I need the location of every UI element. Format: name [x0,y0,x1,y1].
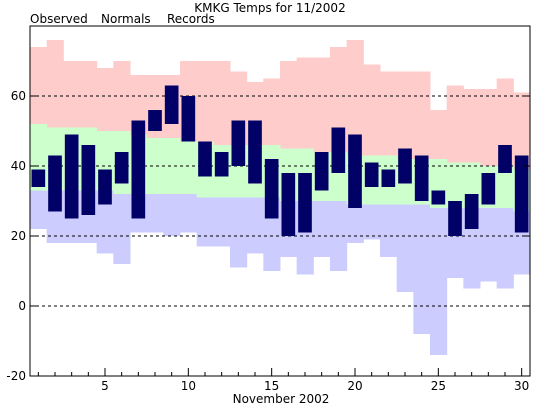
record-high-bar [380,71,398,156]
chart-title: KMKG Temps for 11/2002 [194,1,345,15]
record-low-bar [196,197,214,247]
record-low-bar [96,190,114,254]
record-high-bar [496,78,514,166]
y-tick-label: 0 [18,299,26,313]
observed-bar [131,120,146,219]
observed-bar [114,152,129,184]
observed-bar [414,155,429,201]
normal-bar [446,162,464,208]
record-low-bar [380,204,398,257]
record-high-bar [430,110,448,159]
observed-bar [198,141,212,177]
observed-bar [498,145,512,173]
record-high-bar [346,40,364,156]
observed-bar [31,169,46,187]
record-low-bar [396,204,414,292]
observed-bar [481,173,496,205]
observed-bar [98,169,112,205]
legend-observed: Observed [30,12,88,26]
record-high-bar [296,57,314,149]
record-low-bar [146,194,164,233]
observed-bar [514,155,529,233]
record-low-bar [413,204,431,334]
normal-bar [163,138,181,194]
x-tick-label: 10 [181,379,196,393]
x-tick-label: 15 [264,379,279,393]
record-low-bar [363,204,381,240]
legend-normals: Normals [101,12,151,26]
observed-bar [314,152,329,191]
legend-records: Records [167,12,215,26]
observed-bar [248,120,262,184]
record-low-bar [180,194,198,233]
record-low-bar [346,204,364,243]
y-tick-label: 40 [11,159,26,173]
y-tick-label: 60 [11,89,26,103]
observed-bar [348,134,362,208]
record-high-bar [63,61,81,128]
record-high-bar [446,85,464,163]
record-high-bar [213,61,231,145]
record-high-bar [46,40,64,128]
record-high-bar [513,92,531,170]
observed-bar [364,162,379,187]
plot-frame [29,25,531,377]
record-low-bar [246,197,264,254]
record-low-bar [313,201,331,257]
record-low-bar [213,197,231,247]
record-high-bar [30,47,48,124]
observed-bar [64,134,79,219]
record-high-bar [96,68,114,131]
x-tick-label: 5 [101,379,109,393]
record-high-bar [196,61,214,142]
record-high-bar [363,64,381,156]
normal-bar [180,141,198,194]
record-high-bar [463,89,481,163]
record-low-bar [480,208,498,282]
observed-bar [381,169,396,187]
record-high-bar [130,75,148,135]
record-high-bar [263,78,281,145]
record-low-bar [113,194,131,264]
observed-bar [231,120,246,166]
record-high-bar [396,71,414,159]
observed-bar [48,155,62,212]
y-tick-label: -20 [6,369,26,383]
x-tick-label: 30 [514,379,529,393]
record-low-bar [496,208,514,289]
record-low-bar [30,190,48,229]
observed-bar [281,173,296,236]
x-axis-label: November 2002 [233,392,330,406]
record-high-bar [80,61,98,128]
observed-bar [331,127,346,173]
observed-bar [431,190,446,205]
observed-bar [264,159,279,219]
observed-bar [448,201,462,236]
observed-bar [148,110,162,131]
x-tick-label: 20 [347,379,362,393]
normal-bar [146,138,164,194]
observed-bars [31,85,529,236]
observed-bar [298,173,312,233]
record-low-bar [163,194,181,236]
observed-bar [464,194,479,229]
y-tick-label: 20 [11,229,26,243]
observed-bar [181,96,196,142]
axes: -20 0 20 40 60 5 10 15 20 25 30 [6,25,531,393]
observed-bar [398,148,412,184]
normal-bar [496,166,514,208]
record-high-bar [330,47,348,152]
record-low-bar [430,208,448,355]
record-high-bar [480,89,498,166]
grid-lines [30,95,530,307]
record-high-bar [413,71,431,159]
observed-bar [214,152,229,177]
record-low-bar [230,197,248,268]
observed-bar [81,145,96,215]
record-high-bar [280,61,298,149]
record-high-bar [313,57,331,152]
observed-bar [164,85,179,124]
x-tick-label: 25 [431,379,446,393]
